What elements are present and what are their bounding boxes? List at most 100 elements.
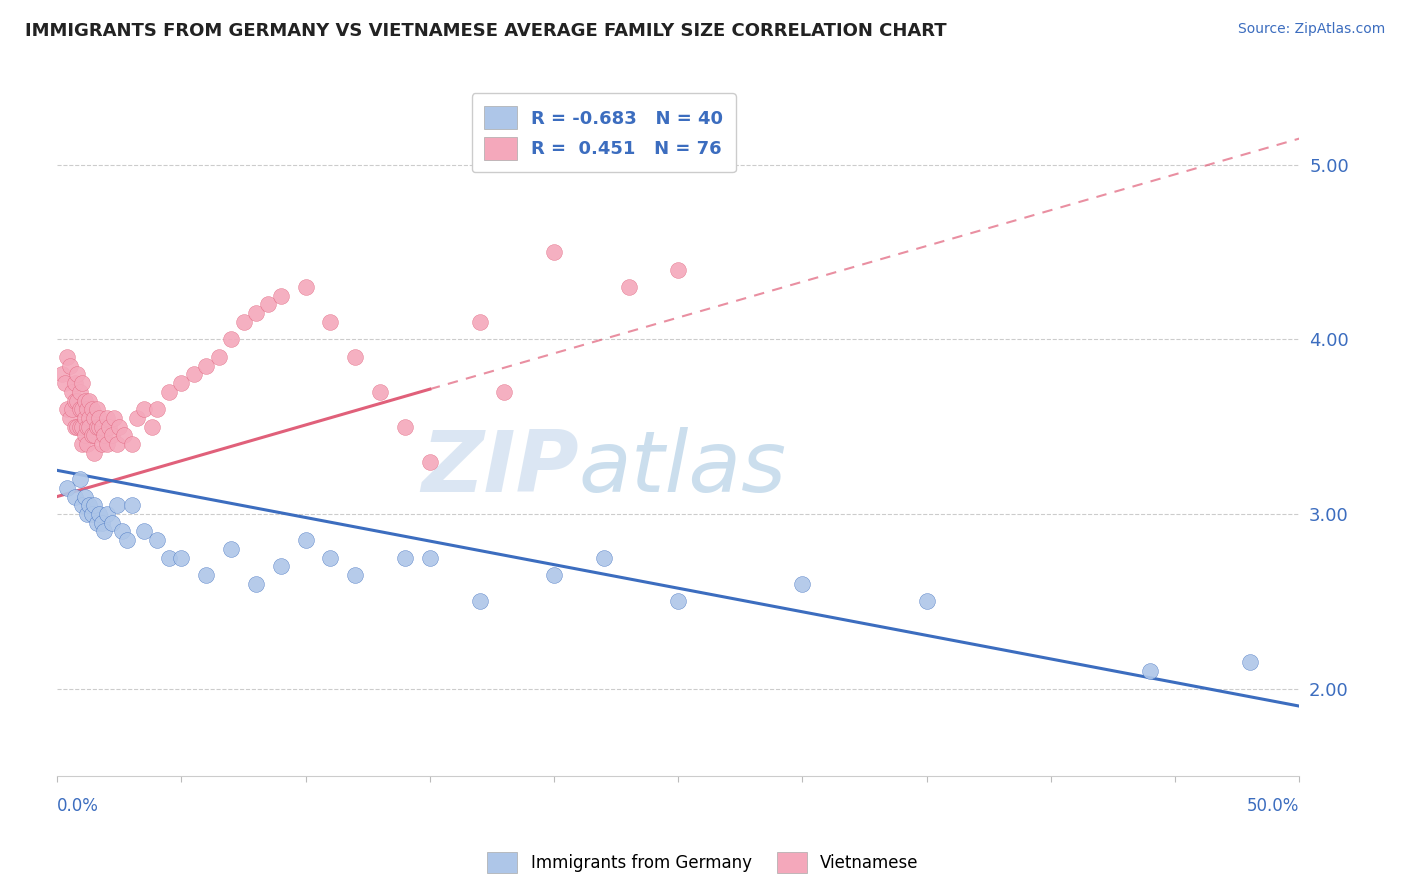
Point	[59, 359, 82, 373]
Point	[245, 577, 267, 591]
Point	[69, 419, 91, 434]
Point	[101, 516, 124, 530]
Point	[80, 507, 103, 521]
Point	[76, 507, 98, 521]
Point	[56, 350, 79, 364]
Point	[157, 550, 180, 565]
Point	[468, 594, 491, 608]
Point	[101, 428, 124, 442]
Point	[145, 533, 167, 548]
Point	[319, 315, 342, 329]
Point	[83, 446, 105, 460]
Point	[63, 419, 86, 434]
Point	[115, 533, 138, 548]
Text: Source: ZipAtlas.com: Source: ZipAtlas.com	[1237, 22, 1385, 37]
Point	[270, 559, 292, 574]
Point	[98, 419, 121, 434]
Point	[89, 411, 111, 425]
Point	[90, 437, 112, 451]
Point	[56, 402, 79, 417]
Point	[76, 419, 98, 434]
Point	[170, 376, 193, 390]
Point	[219, 332, 242, 346]
Point	[183, 368, 205, 382]
Point	[121, 437, 143, 451]
Point	[79, 498, 101, 512]
Point	[232, 315, 254, 329]
Point	[73, 490, 96, 504]
Text: 0.0%: 0.0%	[58, 797, 98, 815]
Point	[468, 315, 491, 329]
Text: IMMIGRANTS FROM GERMANY VS VIETNAMESE AVERAGE FAMILY SIZE CORRELATION CHART: IMMIGRANTS FROM GERMANY VS VIETNAMESE AV…	[25, 22, 946, 40]
Point	[79, 393, 101, 408]
Point	[93, 524, 115, 539]
Point	[111, 524, 134, 539]
Point	[141, 419, 163, 434]
Point	[145, 402, 167, 417]
Point	[60, 402, 83, 417]
Point	[66, 419, 89, 434]
Point	[79, 411, 101, 425]
Point	[419, 550, 441, 565]
Point	[83, 411, 105, 425]
Point	[69, 402, 91, 417]
Text: atlas: atlas	[579, 427, 787, 510]
Point	[294, 280, 316, 294]
Point	[108, 419, 131, 434]
Point	[394, 550, 416, 565]
Point	[134, 524, 156, 539]
Point	[86, 402, 108, 417]
Point	[792, 577, 814, 591]
Point	[592, 550, 614, 565]
Point	[319, 550, 342, 565]
Legend: Immigrants from Germany, Vietnamese: Immigrants from Germany, Vietnamese	[481, 846, 925, 880]
Point	[70, 419, 93, 434]
Point	[105, 498, 128, 512]
Point	[86, 516, 108, 530]
Point	[60, 384, 83, 399]
Point	[83, 428, 105, 442]
Point	[73, 393, 96, 408]
Point	[368, 384, 391, 399]
Point	[195, 359, 218, 373]
Point	[195, 568, 218, 582]
Point	[666, 594, 689, 608]
Point	[96, 437, 118, 451]
Point	[915, 594, 938, 608]
Point	[245, 306, 267, 320]
Point	[170, 550, 193, 565]
Point	[80, 428, 103, 442]
Point	[70, 498, 93, 512]
Point	[51, 368, 73, 382]
Point	[83, 498, 105, 512]
Point	[89, 419, 111, 434]
Point	[494, 384, 516, 399]
Point	[70, 402, 93, 417]
Legend: R = -0.683   N = 40, R =  0.451   N = 76: R = -0.683 N = 40, R = 0.451 N = 76	[471, 94, 735, 172]
Point	[543, 568, 565, 582]
Point	[96, 507, 118, 521]
Point	[103, 411, 125, 425]
Point	[69, 384, 91, 399]
Point	[1239, 656, 1261, 670]
Point	[53, 376, 76, 390]
Point	[112, 428, 135, 442]
Point	[257, 297, 280, 311]
Point	[70, 437, 93, 451]
Point	[73, 428, 96, 442]
Text: 50.0%: 50.0%	[1247, 797, 1299, 815]
Point	[666, 262, 689, 277]
Point	[96, 411, 118, 425]
Point	[90, 516, 112, 530]
Point	[121, 498, 143, 512]
Point	[73, 411, 96, 425]
Point	[125, 411, 148, 425]
Point	[70, 376, 93, 390]
Point	[134, 402, 156, 417]
Point	[56, 481, 79, 495]
Point	[63, 393, 86, 408]
Point	[59, 411, 82, 425]
Point	[219, 541, 242, 556]
Point	[543, 245, 565, 260]
Point	[157, 384, 180, 399]
